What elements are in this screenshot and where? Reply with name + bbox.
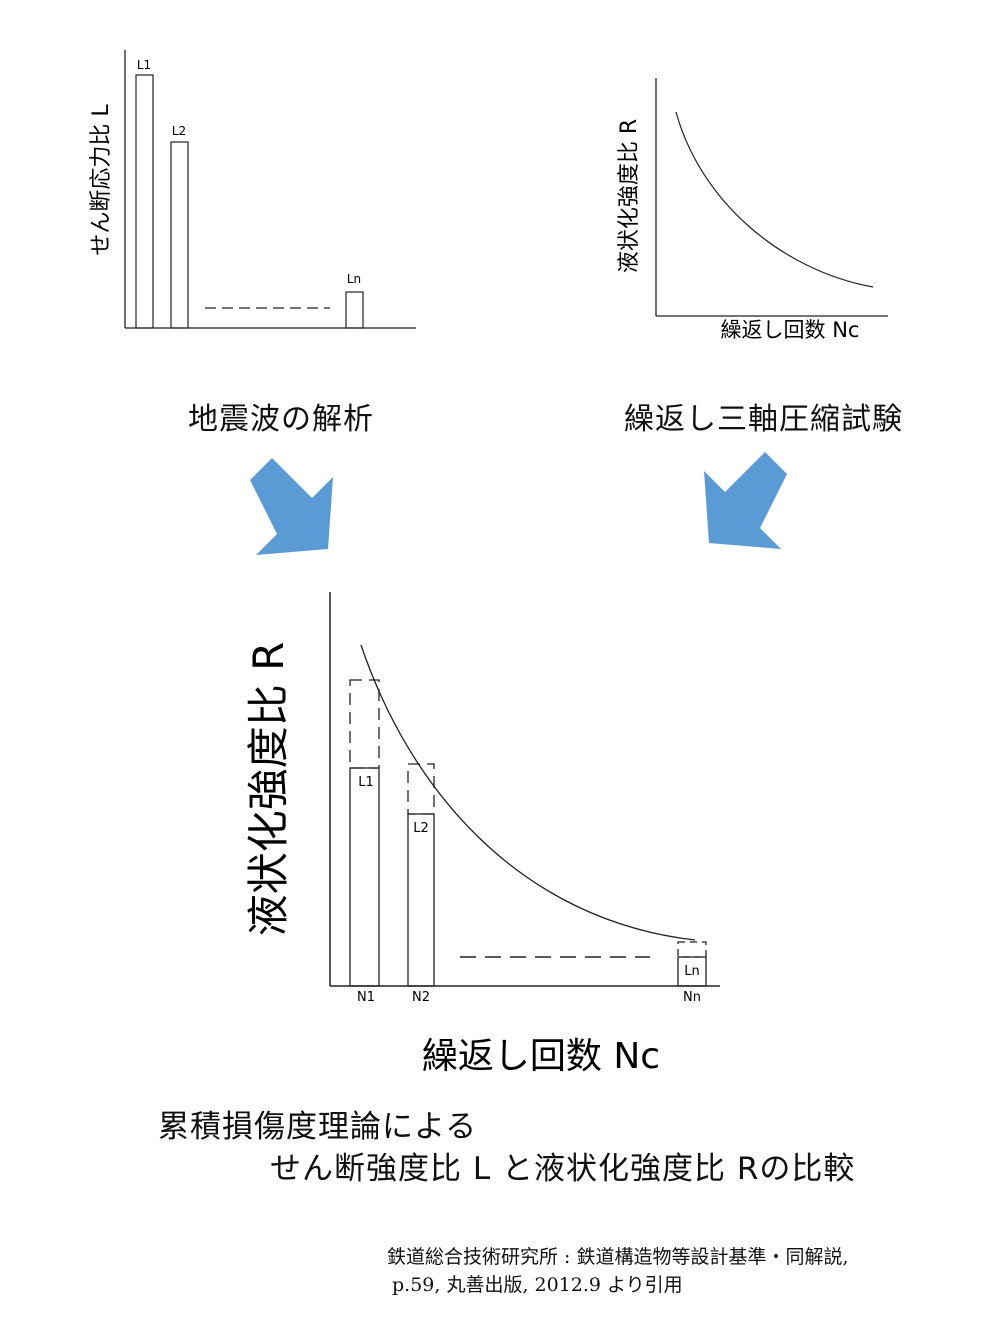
barn-dashed-extension [677,941,707,958]
barn [677,956,707,987]
right-x-label: 繰返し回数 Nc [721,318,860,342]
bar1 [349,767,380,987]
bar-ln [345,291,364,329]
citation-line1: 鉄道総合技術研究所 : 鉄道構造物等設計基準・同解説, [387,1246,849,1268]
bar-ln-label: Ln [347,272,361,286]
left-caption: 地震波の解析 [188,402,374,437]
bar2-dashed-extension [407,763,435,815]
strength-ratio-chart: 液状化強度比 R 繰返し回数 Nc [617,78,888,342]
right-strength-curve [675,111,874,288]
bar1-label: L1 [358,775,374,790]
bottom-strength-curve [360,644,696,941]
bar-l1 [135,74,154,329]
stress-ratio-chart: せん断応力比 L L1 L2 Ln [89,50,416,329]
right-caption: 繰返し三軸圧縮試験 [624,402,903,437]
summary-line1: 累積損傷度理論による [158,1109,478,1145]
bar2 [407,813,435,987]
right-y-label: 液状化強度比 R [617,119,642,273]
bar2-label: L2 [413,821,429,836]
summary-line2: せん断強度比 L と液状化強度比 Rの比較 [270,1151,856,1187]
left-y-label: せん断応力比 L [89,104,114,256]
bar-l2 [170,141,189,329]
tick-n1: N1 [357,990,375,1005]
bar1-dashed-extension [349,679,380,769]
bar-l1-label: L1 [137,58,151,72]
tick-nn: Nn [683,990,701,1005]
right-down-arrow [704,452,787,549]
comparison-chart: 液状化強度比 R 繰返し回数 Nc L1 N1 L2 N2 Ln Nn [244,592,720,1077]
tick-n2: N2 [412,990,430,1005]
left-down-arrow [250,458,333,555]
bar-l2-label: L2 [172,124,186,138]
barn-label: Ln [684,964,699,979]
citation-line2: p.59, 丸善出版, 2012.9 より引用 [392,1274,683,1296]
bottom-x-label: 繰返し回数 Nc [422,1036,660,1077]
bottom-y-label: 液状化強度比 R [244,642,293,937]
